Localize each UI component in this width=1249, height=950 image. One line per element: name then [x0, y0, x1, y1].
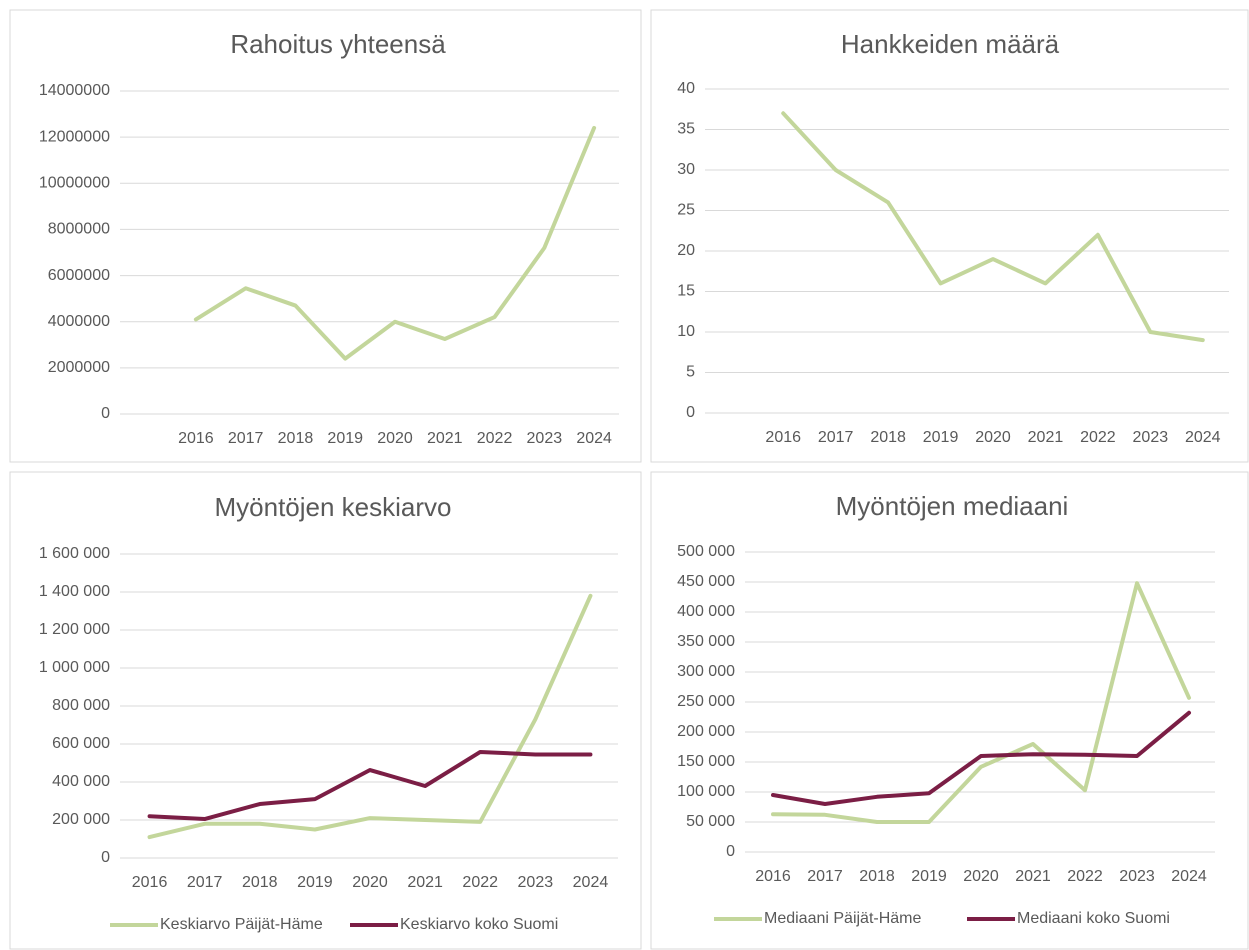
- y-tick-label: 200 000: [677, 723, 735, 740]
- data-line: [771, 710, 1191, 806]
- x-tick-label: 2018: [870, 429, 906, 446]
- x-tick-label: 2020: [975, 429, 1011, 446]
- x-tick-label: 2022: [462, 874, 498, 891]
- x-tick-label: 2020: [963, 868, 999, 885]
- y-tick-label: 35: [677, 121, 695, 138]
- x-tick-label: 2018: [242, 874, 278, 891]
- y-tick-label: 25: [677, 202, 695, 219]
- y-tick-label: 300 000: [677, 663, 735, 680]
- x-tick-label: 2023: [527, 430, 563, 447]
- y-tick-label: 6000000: [48, 267, 110, 284]
- y-tick-label: 40: [677, 80, 695, 97]
- y-tick-label: 14000000: [39, 82, 110, 99]
- x-tick-label: 2021: [427, 430, 463, 447]
- chart-title: Hankkeiden määrä: [841, 29, 1060, 59]
- x-tick-label: 2022: [477, 430, 513, 447]
- legend-label: Keskiarvo koko Suomi: [400, 916, 558, 933]
- y-tick-label: 2000000: [48, 359, 110, 376]
- x-tick-label: 2023: [1119, 868, 1155, 885]
- y-tick-label: 500 000: [677, 543, 735, 560]
- x-tick-label: 2023: [518, 874, 554, 891]
- y-tick-label: 150 000: [677, 753, 735, 770]
- chart-title: Myöntöjen keskiarvo: [215, 492, 452, 522]
- y-tick-label: 0: [101, 849, 110, 866]
- chart-title: Myöntöjen mediaani: [836, 491, 1069, 521]
- x-tick-label: 2017: [818, 429, 854, 446]
- x-tick-label: 2017: [187, 874, 223, 891]
- x-tick-label: 2016: [178, 430, 214, 447]
- x-tick-label: 2023: [1133, 429, 1169, 446]
- x-tick-label: 2021: [407, 874, 443, 891]
- y-tick-label: 5: [686, 364, 695, 381]
- legend-label: Keskiarvo Päijät-Häme: [160, 916, 323, 933]
- y-tick-label: 50 000: [686, 813, 735, 830]
- x-tick-label: 2018: [278, 430, 314, 447]
- data-line: [781, 111, 1205, 343]
- x-tick-label: 2016: [765, 429, 801, 446]
- y-tick-label: 1 000 000: [39, 659, 110, 676]
- data-line: [147, 749, 593, 822]
- y-tick-label: 10: [677, 323, 695, 340]
- y-tick-label: 1 600 000: [39, 545, 110, 562]
- x-tick-label: 2017: [807, 868, 843, 885]
- y-tick-label: 0: [726, 843, 735, 860]
- x-tick-label: 2019: [297, 874, 333, 891]
- panel: [9, 471, 642, 950]
- x-tick-label: 2021: [1028, 429, 1064, 446]
- x-tick-label: 2022: [1080, 429, 1116, 446]
- chart-title: Rahoitus yhteensä: [230, 29, 446, 59]
- x-tick-label: 2024: [1171, 868, 1207, 885]
- panel: [650, 471, 1249, 950]
- y-tick-label: 30: [677, 161, 695, 178]
- x-tick-label: 2016: [755, 868, 791, 885]
- y-tick-label: 100 000: [677, 783, 735, 800]
- data-line: [193, 125, 597, 361]
- y-tick-label: 400 000: [52, 773, 110, 790]
- x-tick-label: 2017: [228, 430, 264, 447]
- x-tick-label: 2019: [327, 430, 363, 447]
- y-tick-label: 400 000: [677, 603, 735, 620]
- y-tick-label: 450 000: [677, 573, 735, 590]
- x-tick-label: 2020: [352, 874, 388, 891]
- x-tick-label: 2019: [923, 429, 959, 446]
- legend-label: Mediaani Päijät-Häme: [764, 910, 922, 927]
- x-tick-label: 2019: [911, 868, 947, 885]
- panel: [9, 9, 642, 463]
- y-tick-label: 350 000: [677, 633, 735, 650]
- y-tick-label: 4000000: [48, 313, 110, 330]
- y-tick-label: 15: [677, 283, 695, 300]
- y-tick-label: 800 000: [52, 697, 110, 714]
- x-tick-label: 2024: [576, 430, 612, 447]
- x-tick-label: 2018: [859, 868, 895, 885]
- x-tick-label: 2024: [573, 874, 609, 891]
- y-tick-label: 0: [101, 405, 110, 422]
- y-tick-label: 200 000: [52, 811, 110, 828]
- x-tick-label: 2022: [1067, 868, 1103, 885]
- y-tick-label: 12000000: [39, 128, 110, 145]
- x-tick-label: 2024: [1185, 429, 1221, 446]
- legend-label: Mediaani koko Suomi: [1017, 910, 1170, 927]
- x-tick-label: 2020: [377, 430, 413, 447]
- y-tick-label: 20: [677, 242, 695, 259]
- x-tick-label: 2021: [1015, 868, 1051, 885]
- data-line: [771, 581, 1191, 824]
- x-tick-label: 2016: [132, 874, 168, 891]
- panel: [650, 9, 1249, 463]
- y-tick-label: 250 000: [677, 693, 735, 710]
- y-tick-label: 1 200 000: [39, 621, 110, 638]
- y-tick-label: 8000000: [48, 221, 110, 238]
- y-tick-label: 600 000: [52, 735, 110, 752]
- y-tick-label: 10000000: [39, 175, 110, 192]
- y-tick-label: 1 400 000: [39, 583, 110, 600]
- y-tick-label: 0: [686, 404, 695, 421]
